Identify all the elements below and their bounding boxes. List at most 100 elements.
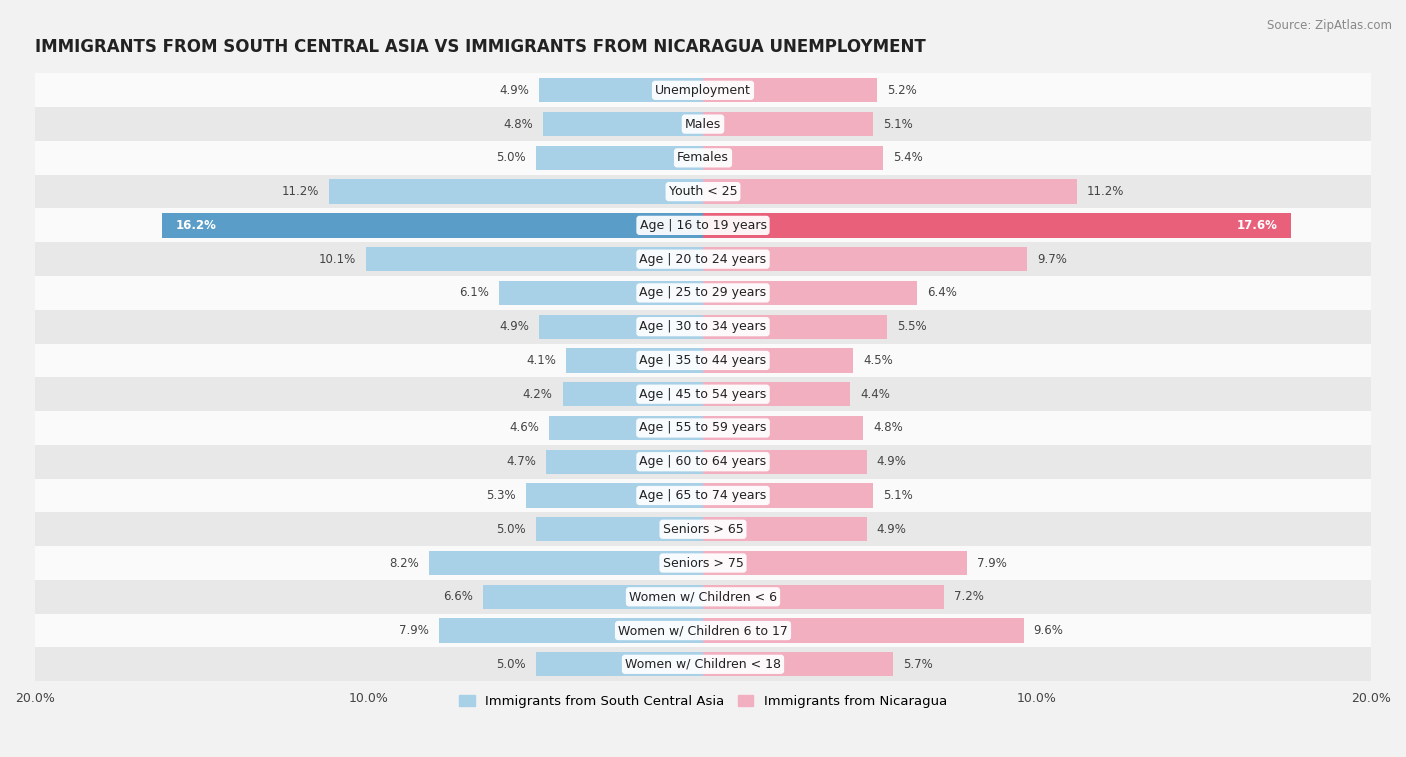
Bar [35, 546, 1371, 580]
Text: 5.7%: 5.7% [904, 658, 934, 671]
Bar [703, 653, 893, 677]
Bar [35, 411, 1371, 445]
Text: 7.9%: 7.9% [977, 556, 1007, 569]
Legend: Immigrants from South Central Asia, Immigrants from Nicaragua: Immigrants from South Central Asia, Immi… [454, 690, 952, 714]
Bar [536, 145, 703, 170]
Text: 6.1%: 6.1% [460, 286, 489, 300]
Bar [703, 618, 1024, 643]
Bar [35, 512, 1371, 546]
Text: 5.0%: 5.0% [496, 658, 526, 671]
Text: 4.8%: 4.8% [873, 422, 903, 435]
Text: 16.2%: 16.2% [176, 219, 217, 232]
Bar [429, 551, 703, 575]
Bar [703, 247, 1026, 271]
Bar [703, 483, 873, 508]
Bar [703, 348, 853, 372]
Text: Women w/ Children < 6: Women w/ Children < 6 [628, 590, 778, 603]
Bar [536, 517, 703, 541]
Text: 5.4%: 5.4% [893, 151, 924, 164]
Bar [703, 551, 967, 575]
Text: IMMIGRANTS FROM SOUTH CENTRAL ASIA VS IMMIGRANTS FROM NICARAGUA UNEMPLOYMENT: IMMIGRANTS FROM SOUTH CENTRAL ASIA VS IM… [35, 38, 925, 56]
Text: 5.1%: 5.1% [883, 489, 912, 502]
Bar [703, 382, 851, 407]
Text: 8.2%: 8.2% [389, 556, 419, 569]
Text: Age | 60 to 64 years: Age | 60 to 64 years [640, 455, 766, 469]
Text: Unemployment: Unemployment [655, 84, 751, 97]
Text: 6.4%: 6.4% [927, 286, 956, 300]
Bar [35, 445, 1371, 478]
Bar [35, 141, 1371, 175]
Bar [703, 416, 863, 440]
Text: Age | 30 to 34 years: Age | 30 to 34 years [640, 320, 766, 333]
Bar [35, 242, 1371, 276]
Bar [439, 618, 703, 643]
Text: Females: Females [678, 151, 728, 164]
Text: Age | 16 to 19 years: Age | 16 to 19 years [640, 219, 766, 232]
Text: 4.9%: 4.9% [499, 84, 529, 97]
Bar [567, 348, 703, 372]
Bar [540, 314, 703, 339]
Text: 4.7%: 4.7% [506, 455, 536, 469]
Bar [35, 107, 1371, 141]
Bar [35, 344, 1371, 377]
Text: 4.1%: 4.1% [526, 354, 555, 367]
Bar [35, 73, 1371, 107]
Bar [35, 580, 1371, 614]
Bar [703, 179, 1077, 204]
Bar [35, 647, 1371, 681]
Text: 4.8%: 4.8% [503, 117, 533, 131]
Bar [703, 112, 873, 136]
Bar [35, 175, 1371, 208]
Text: 5.2%: 5.2% [887, 84, 917, 97]
Text: Women w/ Children 6 to 17: Women w/ Children 6 to 17 [619, 624, 787, 637]
Text: 6.6%: 6.6% [443, 590, 472, 603]
Text: 11.2%: 11.2% [1087, 185, 1125, 198]
Text: 4.6%: 4.6% [509, 422, 540, 435]
Text: Youth < 25: Youth < 25 [669, 185, 737, 198]
Text: 5.1%: 5.1% [883, 117, 912, 131]
Bar [562, 382, 703, 407]
Text: Age | 35 to 44 years: Age | 35 to 44 years [640, 354, 766, 367]
Text: 7.9%: 7.9% [399, 624, 429, 637]
Bar [35, 478, 1371, 512]
Text: 5.3%: 5.3% [486, 489, 516, 502]
Bar [703, 213, 1291, 238]
Bar [35, 310, 1371, 344]
Bar [703, 281, 917, 305]
Text: 5.0%: 5.0% [496, 523, 526, 536]
Bar [35, 276, 1371, 310]
Text: 5.5%: 5.5% [897, 320, 927, 333]
Bar [35, 377, 1371, 411]
Bar [550, 416, 703, 440]
Bar [329, 179, 703, 204]
Text: 4.9%: 4.9% [499, 320, 529, 333]
Text: Seniors > 75: Seniors > 75 [662, 556, 744, 569]
Bar [536, 653, 703, 677]
Bar [35, 614, 1371, 647]
Text: 4.9%: 4.9% [877, 523, 907, 536]
Text: Age | 65 to 74 years: Age | 65 to 74 years [640, 489, 766, 502]
Bar [526, 483, 703, 508]
Bar [546, 450, 703, 474]
Text: 17.6%: 17.6% [1237, 219, 1278, 232]
Text: 9.6%: 9.6% [1033, 624, 1063, 637]
Text: 10.1%: 10.1% [318, 253, 356, 266]
Bar [35, 208, 1371, 242]
Bar [162, 213, 703, 238]
Bar [543, 112, 703, 136]
Bar [540, 78, 703, 102]
Text: Age | 25 to 29 years: Age | 25 to 29 years [640, 286, 766, 300]
Bar [703, 584, 943, 609]
Text: Age | 20 to 24 years: Age | 20 to 24 years [640, 253, 766, 266]
Text: Seniors > 65: Seniors > 65 [662, 523, 744, 536]
Bar [499, 281, 703, 305]
Bar [703, 517, 866, 541]
Bar [703, 78, 877, 102]
Bar [703, 314, 887, 339]
Text: 4.4%: 4.4% [860, 388, 890, 400]
Text: Age | 55 to 59 years: Age | 55 to 59 years [640, 422, 766, 435]
Text: Males: Males [685, 117, 721, 131]
Text: 11.2%: 11.2% [281, 185, 319, 198]
Text: Age | 45 to 54 years: Age | 45 to 54 years [640, 388, 766, 400]
Text: Women w/ Children < 18: Women w/ Children < 18 [626, 658, 780, 671]
